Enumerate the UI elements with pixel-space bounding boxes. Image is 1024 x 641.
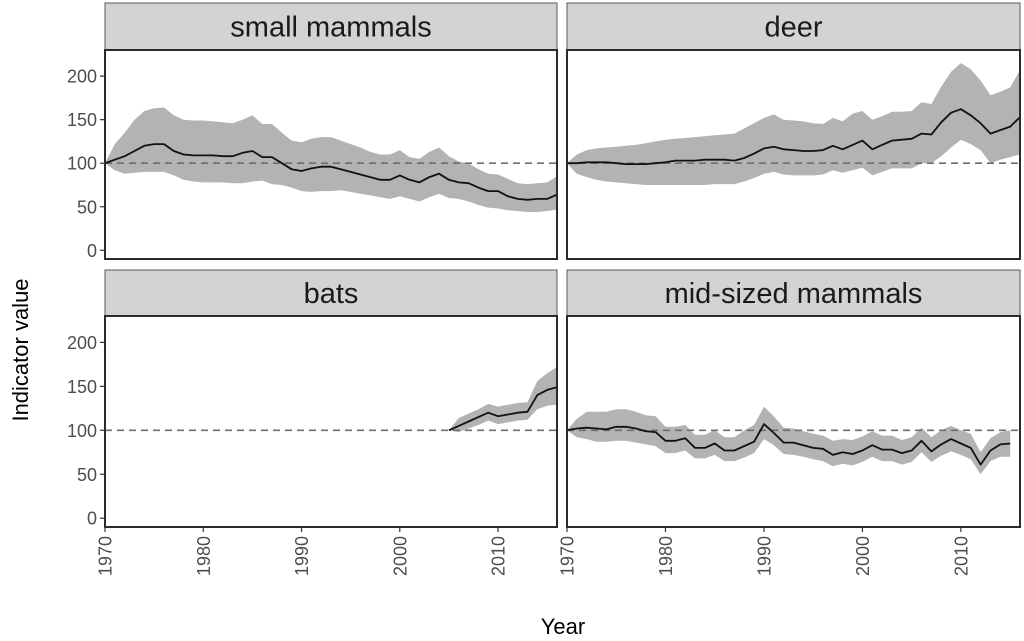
x-tick-label: 1980: [194, 536, 214, 576]
confidence-band: [105, 107, 557, 212]
facet-panels: small mammals 0 50 100 150 200 deer bats 0 50 100 1…: [67, 2, 1021, 576]
x-tick-label: 1970: [558, 536, 578, 576]
y-tick-label: 150: [67, 110, 97, 130]
y-axis-title: Indicator value: [8, 278, 33, 421]
trend-line: [105, 143, 557, 201]
x-tick-label: 2000: [853, 536, 873, 576]
facet-title: bats: [304, 278, 359, 310]
x-axis-title: Year: [541, 614, 585, 639]
y-tick-label: 100: [67, 154, 97, 174]
x-tick-label: 1980: [656, 536, 676, 576]
trend-line: [567, 108, 1020, 165]
panel-small-mammals: small mammals 0 50 100 150 200: [67, 2, 558, 261]
facet-strip: [566, 269, 1021, 317]
facet-strip: [104, 269, 558, 317]
y-tick-label: 50: [77, 465, 97, 485]
y-tick-label: 0: [87, 241, 97, 261]
x-tick-label: 1970: [96, 536, 116, 576]
panel-mid-sized-mammals: mid-sized mammals 1970 1980 1990 2000 2010: [558, 269, 1021, 576]
confidence-band: [567, 63, 1020, 185]
x-tick-label: 2000: [390, 536, 410, 576]
facet-title: deer: [764, 12, 822, 44]
x-tick-label: 1990: [754, 536, 774, 576]
series-layer: [567, 63, 1020, 185]
confidence-band: [448, 367, 557, 433]
panel-border: [104, 49, 558, 260]
y-tick-label: 150: [67, 377, 97, 397]
series-layer: [105, 107, 557, 212]
facet-strip: [104, 2, 558, 51]
y-tick-label: 0: [87, 509, 97, 529]
x-tick-label: 1990: [292, 536, 312, 576]
plot-area: [104, 315, 558, 528]
panel-bats: bats 0 50 100 150 200 1970 1980 1990 2000 2010: [67, 269, 558, 576]
panel-border: [566, 315, 1021, 528]
confidence-band: [567, 406, 1011, 475]
panel-border: [566, 49, 1021, 260]
facet-title: small mammals: [230, 12, 431, 44]
panel-border: [104, 315, 558, 528]
y-tick-label: 200: [67, 333, 97, 353]
panel-deer: deer: [566, 2, 1021, 260]
series-layer: [105, 367, 557, 433]
y-tick-label: 50: [77, 197, 97, 217]
trend-line: [567, 423, 1011, 466]
y-tick-label: 100: [67, 421, 97, 441]
facet-title: mid-sized mammals: [665, 278, 923, 310]
series-layer: [567, 406, 1020, 475]
trend-line: [448, 386, 557, 432]
y-tick-label: 200: [67, 67, 97, 87]
x-tick-label: 2010: [951, 536, 971, 576]
x-tick-label: 2010: [489, 536, 509, 576]
